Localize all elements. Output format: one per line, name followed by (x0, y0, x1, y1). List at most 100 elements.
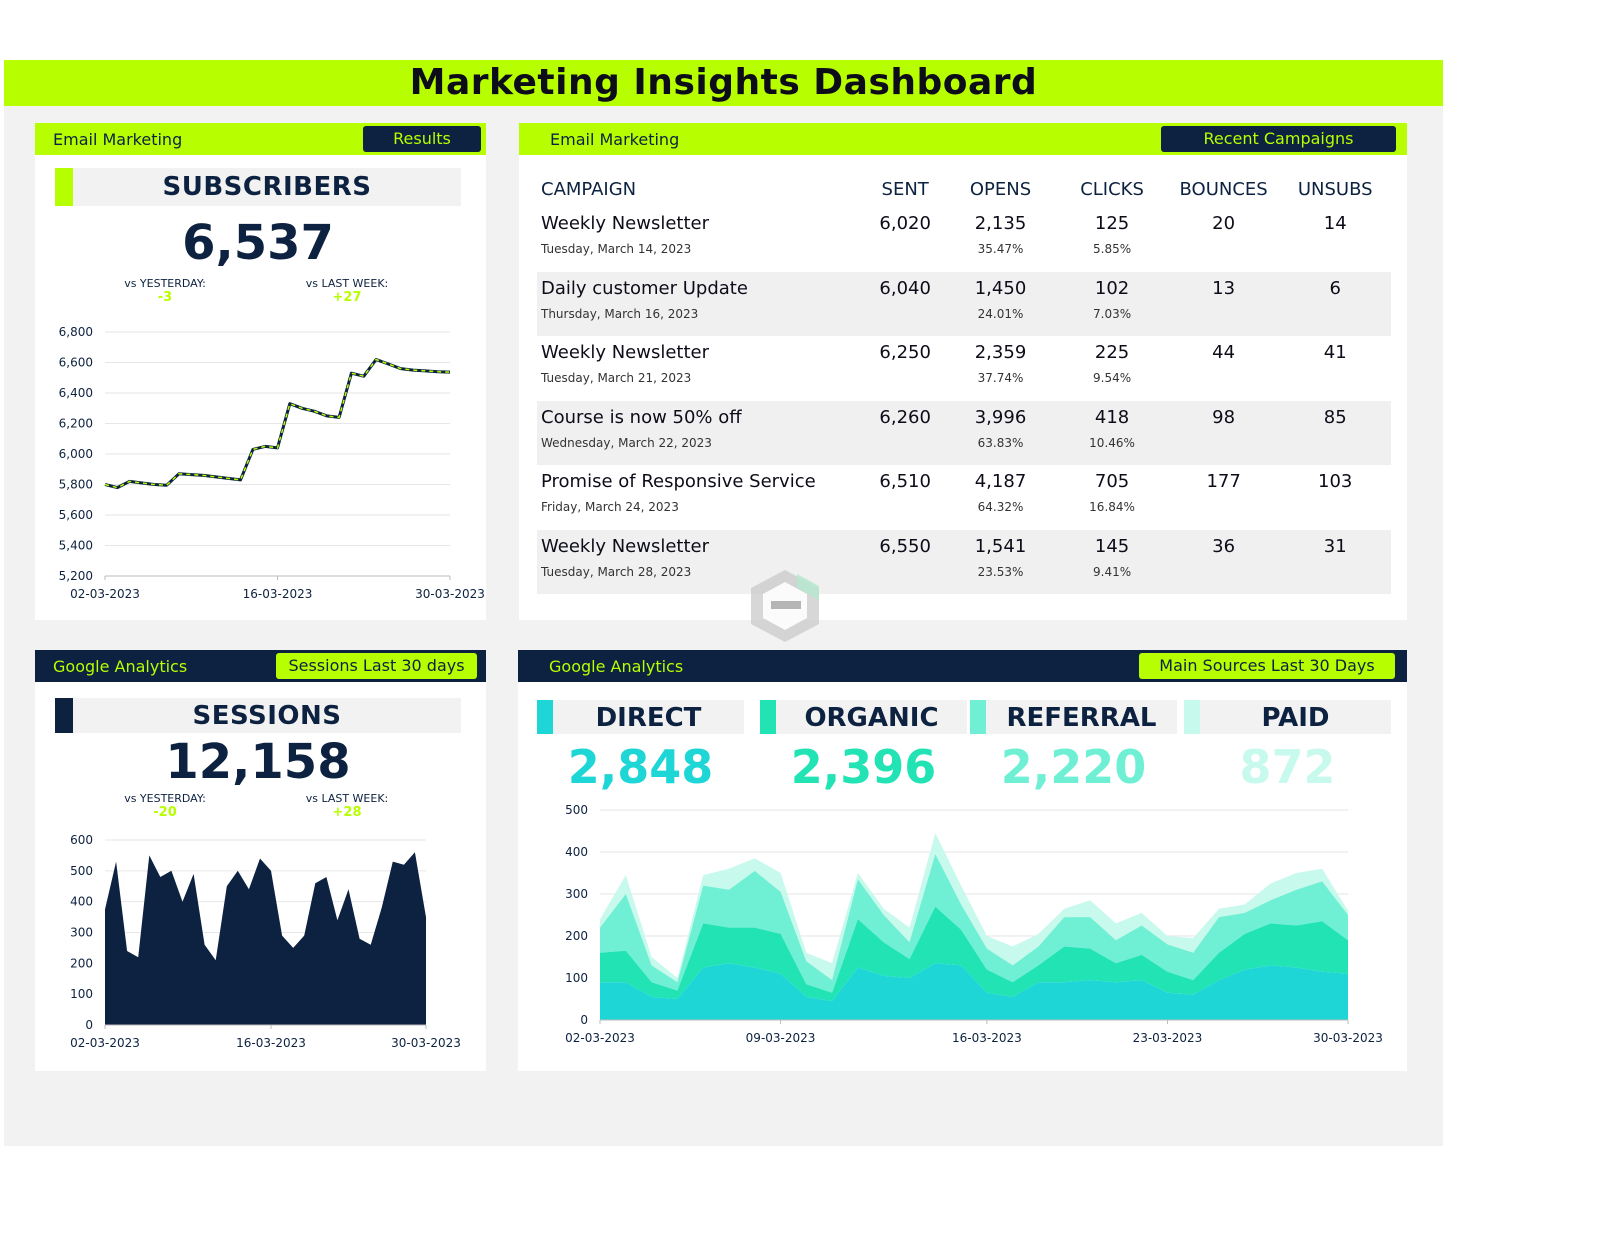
subscribers-kpi-header: SUBSCRIBERS (55, 168, 461, 206)
y-tick-label: 300 (565, 887, 588, 901)
y-tick-label: 300 (70, 926, 93, 940)
col-campaign: CAMPAIGN (541, 178, 637, 200)
vs-yesterday: vs YESTERDAY: -3 (105, 277, 225, 305)
col-opens: OPENS (969, 178, 1032, 200)
sent-cell: 6,510 (866, 465, 945, 530)
campaign-name: Weekly Newsletter (541, 535, 709, 557)
sent-value: 6,260 (879, 406, 931, 428)
sent-cell: 6,250 (866, 336, 945, 401)
clicks-value: 102 (1094, 277, 1130, 299)
clicks-value: 145 (1094, 535, 1130, 557)
campaign-cell: Promise of Responsive Service Friday, Mar… (537, 465, 866, 530)
vs-yesterday-value: -3 (157, 290, 173, 305)
bounces-value: 20 (1212, 213, 1236, 234)
opens-cell: 3,996 63.83% (944, 400, 1057, 465)
vs-yesterday-value: -20 (153, 805, 177, 820)
click-rate: 9.41% (1093, 564, 1132, 579)
source-referral: REFERRAL (970, 700, 1177, 734)
table-row[interactable]: Course is now 50% off Wednesday, March 22… (537, 400, 1391, 465)
accent-marker (760, 700, 776, 734)
referral-series-area (600, 854, 1348, 993)
sources-panel: Google Analytics Main Sources Last 30 Da… (518, 650, 1407, 1071)
campaign-date: Thursday, March 16, 2023 (541, 306, 699, 321)
table-row[interactable]: Weekly Newsletter Tuesday, March 14, 2023… (537, 207, 1391, 272)
subscribers-label: SUBSCRIBERS (162, 172, 372, 202)
table-row[interactable]: Daily customer Update Thursday, March 16,… (537, 271, 1391, 336)
sent-cell: 6,550 (865, 529, 945, 594)
bounces-cell: 20 (1168, 207, 1280, 272)
opens-value: 3,996 (974, 406, 1027, 428)
campaign-name: Course is now 50% off (541, 406, 742, 428)
source-direct: DIRECT (537, 700, 744, 734)
y-tick-label: 200 (70, 956, 93, 970)
subscribers-value: 6,537 (182, 215, 334, 271)
campaigns-panel: Email Marketing Recent Campaigns CAMPAIG… (519, 123, 1407, 620)
campaign-name: Daily customer Update (541, 277, 748, 299)
y-tick-label: 5,400 (59, 539, 93, 553)
open-rate: 35.47% (977, 242, 1024, 256)
unsubs-cell: 31 (1279, 529, 1391, 594)
table-row[interactable]: Promise of Responsive Service Friday, Mar… (537, 465, 1391, 530)
x-tick-label: 16-03-2023 (243, 587, 313, 601)
vs-yesterday: vs YESTERDAY: -20 (105, 792, 225, 820)
campaign-cell: Weekly Newsletter Tuesday, March 14, 2023 (537, 207, 866, 272)
x-tick-label: 16-03-2023 (952, 1031, 1022, 1045)
click-rate: 7.03% (1093, 306, 1132, 321)
y-tick-label: 400 (565, 845, 588, 859)
bounces-cell: 13 (1167, 271, 1280, 336)
clicks-cell: 705 16.84% (1056, 465, 1168, 530)
open-rate: 37.74% (977, 371, 1024, 385)
sent-value: 6,020 (879, 213, 931, 234)
vs-last-week-label: vs LAST WEEK: (305, 792, 389, 805)
clicks-value: 705 (1094, 471, 1130, 492)
accent-marker (55, 698, 73, 733)
vs-yesterday-label: vs YESTERDAY: (124, 792, 206, 805)
sessions-last-30-days-pill[interactable]: Sessions Last 30 days (276, 653, 477, 679)
vs-last-week-value: +28 (332, 805, 362, 820)
sent-value: 6,040 (879, 277, 931, 299)
campaign-date: Wednesday, March 22, 2023 (541, 435, 712, 450)
clicks-cell: 125 5.85% (1056, 207, 1168, 272)
y-tick-label: 500 (565, 803, 588, 817)
main-sources-pill[interactable]: Main Sources Last 30 Days (1139, 653, 1395, 679)
table-row[interactable]: Weekly Newsletter Tuesday, March 21, 2023… (537, 336, 1391, 401)
source-direct-label: DIRECT (595, 703, 702, 733)
accent-marker (1184, 700, 1200, 734)
open-rate: 24.01% (977, 306, 1024, 321)
campaign-name: Weekly Newsletter (541, 342, 709, 363)
y-tick-label: 6,800 (59, 325, 93, 339)
opens-cell: 1,541 23.53% (944, 529, 1057, 594)
source-referral-label: REFERRAL (1006, 703, 1157, 733)
y-tick-label: 6,600 (59, 356, 93, 370)
sent-cell: 6,020 (866, 207, 945, 272)
panel-header-label: Email Marketing (53, 130, 183, 149)
col-clicks: CLICKS (1080, 178, 1144, 200)
opens-cell: 2,135 35.47% (945, 207, 1057, 272)
recent-campaigns-pill[interactable]: Recent Campaigns (1161, 126, 1396, 152)
table-row[interactable]: Weekly Newsletter Tuesday, March 28, 2023… (537, 529, 1391, 594)
subscribers-series-highlight (104, 358, 451, 489)
bounces-value: 98 (1212, 406, 1236, 428)
sessions-kpi-header: SESSIONS (55, 698, 461, 733)
watermark-logo-icon (751, 570, 819, 642)
unsubs-cell: 85 (1279, 400, 1391, 465)
source-organic: ORGANIC (760, 700, 967, 734)
sessions-area-chart: 0 100 200 300 400 500 600 02-03-2023 16-03-2023 3… (70, 833, 461, 1050)
unsubs-value: 103 (1318, 471, 1353, 492)
y-tick-label: 500 (70, 864, 93, 878)
bounces-value: 36 (1212, 535, 1236, 557)
bounces-cell: 177 (1168, 465, 1280, 530)
campaign-name: Promise of Responsive Service (541, 471, 816, 492)
campaign-date: Tuesday, March 14, 2023 (541, 242, 692, 256)
clicks-cell: 225 9.54% (1056, 336, 1168, 401)
campaign-name: Weekly Newsletter (541, 213, 709, 234)
y-tick-label: 400 (70, 895, 93, 909)
unsubs-value: 31 (1323, 535, 1347, 557)
accent-marker (970, 700, 986, 734)
campaigns-panel-header: Email Marketing Recent Campaigns (519, 123, 1407, 155)
results-pill[interactable]: Results (363, 126, 481, 152)
y-tick-label: 0 (580, 1013, 588, 1027)
vs-last-week-label: vs LAST WEEK: (305, 277, 389, 290)
y-tick-label: 200 (565, 929, 588, 943)
col-bounces: BOUNCES (1179, 178, 1268, 200)
